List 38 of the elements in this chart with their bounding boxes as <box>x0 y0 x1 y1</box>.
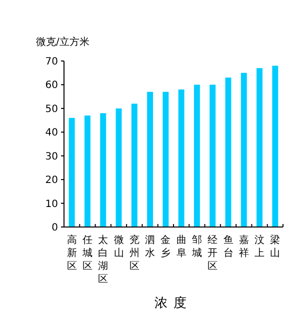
x-tick-label: 高新区 <box>66 234 77 272</box>
bar <box>256 68 263 227</box>
y-tick-label: 0 <box>52 222 58 234</box>
y-tick-label: 20 <box>45 175 58 186</box>
bar <box>68 118 75 227</box>
x-tick-label: 兖州区 <box>129 234 140 272</box>
x-tick-label: 汶上 <box>254 234 265 259</box>
x-tick-label: 金乡 <box>160 234 171 259</box>
x-tick-label: 梁山 <box>270 234 280 259</box>
y-tick-label: 70 <box>45 56 58 68</box>
bar <box>116 108 122 227</box>
x-tick-label: 鱼台 <box>223 234 234 259</box>
y-tick-label: 60 <box>45 80 58 92</box>
x-axis-title: 浓度 <box>154 295 192 311</box>
x-tick-label: 泗水 <box>145 234 156 259</box>
bar <box>210 84 216 227</box>
y-tick-label: 10 <box>45 198 58 210</box>
x-tick-label: 嘉祥 <box>238 234 249 259</box>
bar <box>272 66 278 227</box>
x-tick-label: 任城区 <box>81 235 92 272</box>
x-tick-label: 曲阜 <box>176 234 186 259</box>
bar <box>147 92 154 227</box>
bar <box>240 72 247 227</box>
bar <box>84 116 90 227</box>
y-axis-title: 微克/立方米 <box>36 36 90 48</box>
x-tick-label: 太白湖区 <box>98 234 108 285</box>
x-tick-label: 经开区 <box>208 234 218 272</box>
bar <box>225 78 232 227</box>
bar <box>194 84 200 227</box>
x-tick-label: 邹城 <box>190 234 202 259</box>
bar <box>178 89 184 227</box>
y-tick-label: 30 <box>45 151 58 162</box>
x-tick-label: 微山 <box>114 235 124 259</box>
y-tick-label: 40 <box>45 128 58 139</box>
y-tick-label: 50 <box>45 104 58 115</box>
bar <box>100 113 106 227</box>
bar <box>131 104 138 227</box>
bar <box>162 92 169 227</box>
